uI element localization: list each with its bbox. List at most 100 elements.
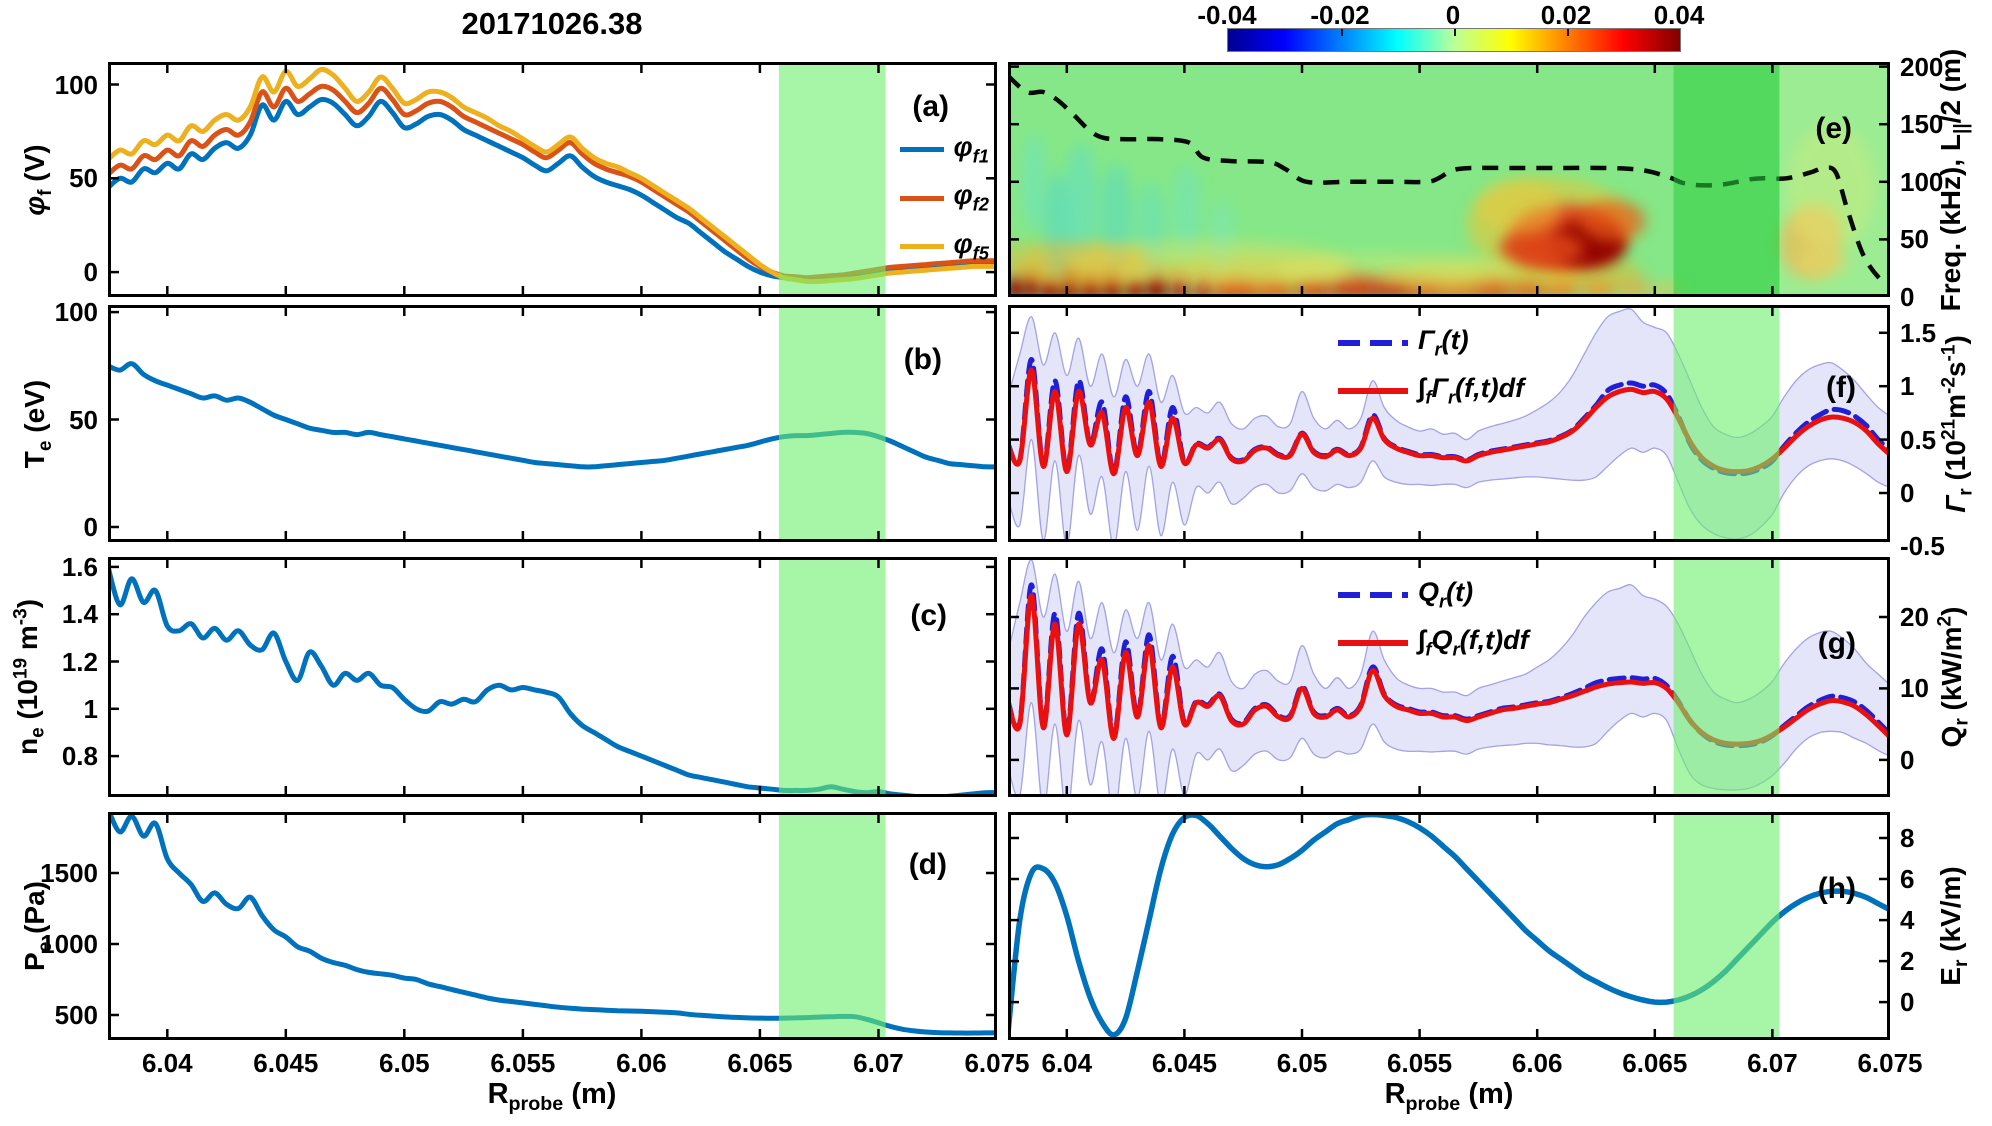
legend-item: Qr(t) (1338, 577, 1529, 612)
colorbar-tick-label: 0.02 (1540, 0, 1592, 30)
legend-item: Γr(t) (1338, 325, 1524, 360)
legend-label: ∫fQr(f,t)df (1418, 625, 1529, 660)
colorbar-tick-label: 0 (1445, 0, 1461, 30)
plot-area-electron-pressure (108, 812, 997, 1040)
tick-label: 6.045 (253, 1048, 319, 1078)
colorbar-tick-label: -0.04 (1197, 0, 1257, 30)
tick-label: 6.045 (1151, 1048, 1217, 1078)
tick-label: 6.07 (1747, 1048, 1798, 1078)
legend-heat-flux: Qr(t) ∫fQr(f,t)df (1338, 577, 1529, 674)
plot-area-floating-potential (108, 62, 997, 297)
legend-line-sample (1338, 591, 1408, 598)
tick-label: 6.05 (1276, 1048, 1328, 1078)
figure-title: 20171026.38 (461, 6, 643, 41)
plot-area-radial-electric-field (1008, 812, 1890, 1040)
legend-line-sample (899, 243, 944, 249)
tick-label: 6.065 (727, 1048, 793, 1078)
colorbar (1227, 28, 1681, 52)
legend-line-sample (1338, 339, 1408, 346)
tick-label: 0 (1900, 477, 1915, 508)
tick-label: 50 (1900, 224, 1929, 255)
panel-electron-temperature: (b) (108, 305, 997, 542)
tick-label: 0 (1900, 744, 1915, 775)
tick-label: 150 (1900, 109, 1944, 140)
legend-particle-flux: Γr(t) ∫fΓr(f,t)df (1338, 325, 1524, 422)
panel-floating-potential: (a) φf1 φf2 φf5 (108, 62, 997, 297)
tick-label: 20 (1900, 602, 1929, 632)
legend-item: ∫fΓr(f,t)df (1338, 373, 1524, 408)
legend-line-sample (1338, 640, 1408, 647)
tick-label: 6.05 (379, 1048, 430, 1078)
tick-label: 1 (1900, 371, 1915, 402)
tick-label: 1000 (40, 929, 98, 960)
tick-label: 200 (1900, 51, 1944, 82)
panel-tag-h: (h) (1817, 872, 1856, 905)
panel-particle-flux: (f) Γr(t) ∫fΓr(f,t)df (1008, 305, 1890, 542)
legend-line-sample (899, 195, 944, 201)
x-axis-label-left: Rprobe (m) (487, 1078, 617, 1115)
tick-label: 0 (83, 257, 98, 288)
legend-label: Qr(t) (1418, 577, 1474, 612)
plot-area-heat-flux (1008, 557, 1890, 797)
tick-label: 1.2 (61, 646, 98, 677)
panel-tag-e: (e) (1815, 112, 1852, 145)
tick-label: 10 (1900, 673, 1929, 704)
legend-item: φf2 (899, 180, 989, 215)
colorbar-tick (1341, 29, 1343, 36)
tick-label: 100 (1900, 166, 1944, 197)
x-axis-label-right: Rprobe (m) (1384, 1078, 1514, 1115)
tick-label: 0 (1900, 282, 1915, 312)
colorbar-tick-label: -0.02 (1310, 0, 1370, 30)
panel-tag-c: (c) (910, 599, 947, 632)
tick-label: 6.075 (1857, 1048, 1923, 1078)
panel-heat-flux: (g) Qr(t) ∫fQr(f,t)df (1008, 557, 1890, 797)
tick-label: 6.04 (1041, 1048, 1093, 1078)
panel-spectrogram: (e) (1008, 62, 1890, 297)
panel-tag-d: (d) (908, 848, 947, 881)
legend-label: ∫fΓr(f,t)df (1418, 373, 1525, 408)
tick-label: 50 (69, 163, 98, 194)
tick-label: 0.5 (1900, 424, 1937, 455)
legend-item: ∫fQr(f,t)df (1338, 625, 1529, 660)
tick-label: 6.065 (1622, 1048, 1688, 1078)
colorbar-tick (1454, 29, 1456, 36)
panel-tag-g: (g) (1817, 627, 1856, 660)
legend-label: φf2 (953, 180, 989, 215)
panel-tag-f: (f) (1826, 371, 1856, 404)
legend-line-sample (1338, 388, 1408, 395)
tick-label: 4 (1900, 905, 1915, 936)
legend-item: φf1 (899, 132, 989, 167)
tick-label: 6.06 (616, 1048, 667, 1078)
colorbar-tick-label: 0.04 (1653, 0, 1705, 30)
tick-label: 2 (1900, 946, 1915, 977)
tick-label: 0 (83, 511, 98, 542)
plot-area-electron-density (108, 557, 997, 797)
legend-line-sample (899, 147, 944, 153)
tick-label: 100 (54, 69, 98, 100)
tick-label: 6.075 (964, 1048, 1030, 1078)
tick-label: 6.055 (490, 1048, 556, 1078)
legend-label: Γr(t) (1418, 325, 1469, 360)
tick-label: -0.5 (1900, 531, 1945, 562)
tick-label: 1.4 (61, 599, 98, 630)
tick-label: 0.8 (61, 741, 98, 772)
tick-label: 1.5 (1900, 317, 1937, 348)
tick-label: 6.07 (853, 1048, 904, 1078)
legend-label: φf1 (953, 132, 989, 167)
panel-radial-electric-field: (h) (1008, 812, 1890, 1040)
tick-label: 6.04 (141, 1048, 193, 1078)
legend-phi: φf1 φf2 φf5 (899, 132, 989, 277)
panel-electron-pressure: (d) (108, 812, 997, 1040)
tick-label: 6.055 (1387, 1048, 1453, 1078)
tick-label: 100 (54, 297, 98, 328)
tick-label: 0 (1900, 987, 1915, 1018)
plot-area-electron-temperature (108, 305, 997, 542)
colorbar-tick-labels: -0.04 -0.02 0 0.02 0.04 (0, 0, 1992, 30)
tick-label: 500 (54, 1000, 98, 1030)
tick-label: 6.06 (1511, 1048, 1563, 1078)
plot-area-particle-flux (1008, 305, 1890, 542)
panel-tag-a: (a) (912, 90, 949, 123)
legend-label: φf5 (953, 228, 989, 264)
tick-label: 1.6 (61, 551, 98, 582)
panel-electron-density: (c) (108, 557, 997, 797)
